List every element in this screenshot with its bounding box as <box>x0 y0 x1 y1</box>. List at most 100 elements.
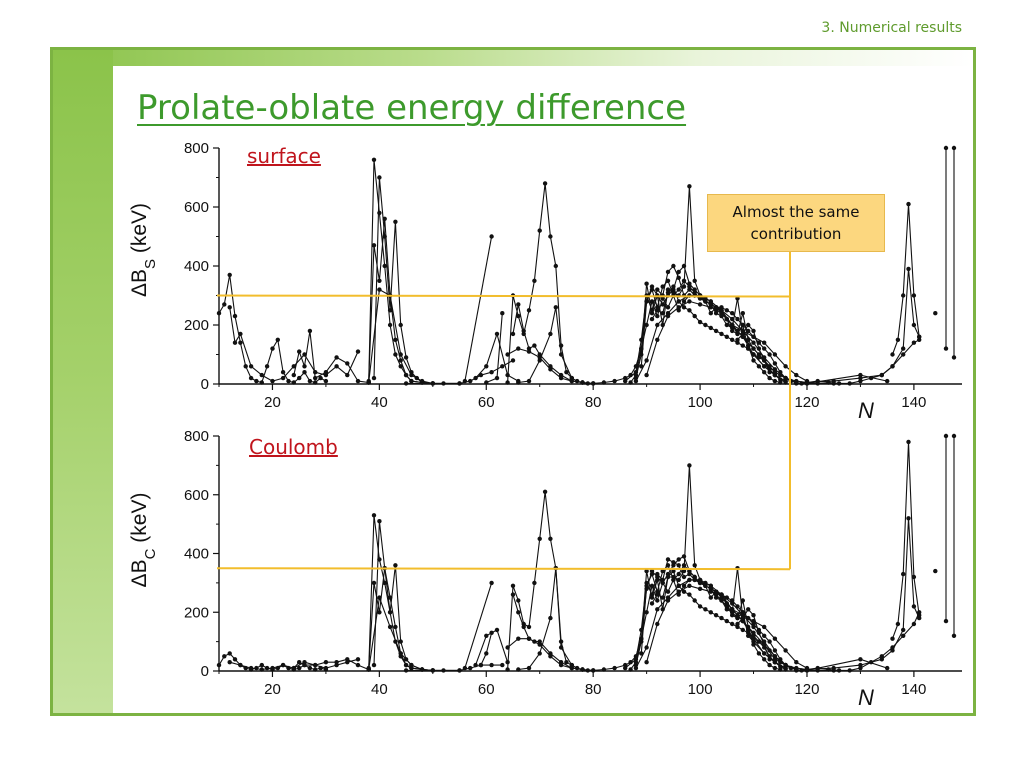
data-point <box>681 583 687 588</box>
data-point <box>735 316 740 322</box>
series-line <box>368 289 433 384</box>
data-point <box>345 361 350 366</box>
series-line <box>512 594 583 671</box>
data-point <box>548 234 553 239</box>
data-point <box>532 580 537 586</box>
data-point <box>756 346 762 351</box>
data-point <box>366 380 371 385</box>
data-point <box>419 378 425 384</box>
data-point <box>387 624 393 630</box>
data-point <box>735 621 740 627</box>
data-point <box>836 381 842 386</box>
data-point <box>655 607 660 612</box>
series-line <box>475 629 509 666</box>
x-axis-title: N <box>858 398 874 423</box>
data-point <box>740 343 745 348</box>
data-point <box>676 589 681 594</box>
data-point <box>291 665 296 671</box>
data-point <box>628 667 633 672</box>
data-point <box>767 370 772 375</box>
data-point <box>644 583 649 588</box>
data-point <box>676 571 681 577</box>
data-point <box>778 380 783 385</box>
data-point <box>307 378 313 384</box>
data-point <box>270 665 275 671</box>
data-point <box>687 184 692 189</box>
data-point <box>366 667 371 672</box>
data-point <box>778 667 783 672</box>
data-point <box>708 589 713 594</box>
data-point <box>398 352 403 357</box>
data-point <box>767 364 772 369</box>
data-point <box>323 660 329 665</box>
data-point <box>767 375 772 381</box>
data-point <box>398 358 403 363</box>
data-point <box>762 358 767 363</box>
data-point <box>692 598 697 603</box>
data-point <box>297 660 302 665</box>
data-point <box>270 378 275 384</box>
data-point <box>911 293 917 298</box>
data-point <box>644 322 649 328</box>
data-point <box>911 574 917 580</box>
data-point <box>280 662 286 668</box>
data-point <box>313 662 318 668</box>
data-point <box>419 667 425 672</box>
data-point <box>521 328 526 334</box>
y-tick-label: 0 <box>201 376 209 393</box>
data-point <box>601 380 607 385</box>
data-point <box>548 615 553 621</box>
y-tick-label: 600 <box>184 487 209 504</box>
data-point <box>911 621 917 627</box>
data-point <box>665 598 671 603</box>
data-point <box>687 284 692 289</box>
data-point <box>751 630 756 635</box>
data-point <box>762 651 767 656</box>
data-point <box>746 346 751 351</box>
data-point <box>537 651 542 656</box>
y-tick-label: 600 <box>184 199 209 216</box>
data-point <box>457 668 462 673</box>
series-line <box>507 182 594 384</box>
highlight-overlay <box>216 252 791 571</box>
data-point <box>222 654 227 659</box>
data-point <box>526 624 532 630</box>
data-point <box>671 263 676 269</box>
data-point <box>323 378 329 384</box>
data-point <box>291 364 296 369</box>
data-point <box>297 665 302 671</box>
data-point <box>537 228 542 233</box>
data-point <box>697 319 703 325</box>
data-point <box>409 378 414 384</box>
data-point <box>510 583 516 588</box>
series-line <box>512 303 583 384</box>
series-line <box>486 313 503 384</box>
data-point <box>286 378 291 384</box>
x-axis-title: N <box>858 685 874 710</box>
data-point <box>548 331 553 337</box>
data-point <box>222 302 227 307</box>
data-point <box>377 175 382 180</box>
data-point <box>901 633 906 638</box>
data-point <box>313 375 318 381</box>
data-point <box>943 346 949 351</box>
data-point <box>713 613 719 618</box>
data-point <box>890 636 895 641</box>
data-point <box>895 621 901 627</box>
series-line <box>218 274 327 384</box>
series-line <box>229 307 359 382</box>
data-point <box>772 361 778 366</box>
data-point <box>516 346 521 351</box>
data-point <box>724 308 729 313</box>
data-point <box>676 299 681 304</box>
data-point <box>649 311 655 316</box>
data-point <box>692 574 697 580</box>
data-point <box>564 660 569 665</box>
data-point <box>681 305 687 310</box>
data-point <box>665 305 671 310</box>
data-point <box>783 364 788 369</box>
data-point <box>655 337 660 342</box>
data-point <box>804 381 810 386</box>
series-line <box>796 339 920 384</box>
data-point <box>772 654 778 659</box>
